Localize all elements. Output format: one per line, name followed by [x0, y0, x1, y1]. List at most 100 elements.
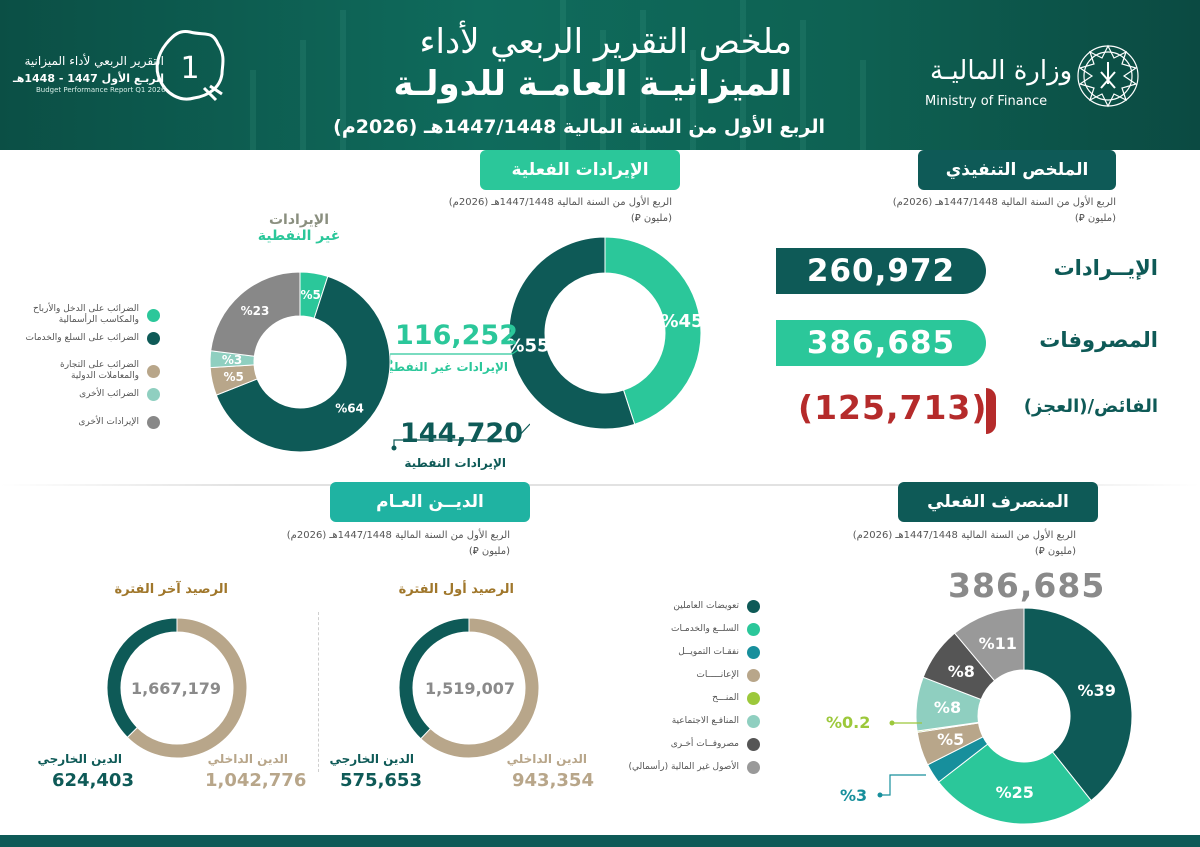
chart-slice: [937, 743, 1092, 825]
slice-label: %45: [660, 311, 703, 332]
footer-bar: [0, 835, 1200, 847]
legend-item: الضرائب الأخرى: [20, 388, 160, 401]
debt-end-domestic-label: الدين الداخلي: [207, 752, 288, 766]
debt-end-donut-chart: [106, 617, 248, 759]
debt-end-title: الرصيد آخر الفترة: [114, 582, 228, 597]
debt-start-total: 1,519,007: [424, 679, 516, 698]
page-title-line1: ملخص التقرير الربعي لأداء: [419, 22, 792, 62]
public-debt-period: الربع الأول من السنة المالية 1447/1448هـ…: [286, 530, 510, 557]
legend-item: الأصول غير المالية (رأسمالي): [600, 761, 760, 774]
legend-label: الأصول غير المالية (رأسمالي): [628, 762, 739, 772]
chart-slice: [398, 617, 470, 740]
report-name-en: Budget Performance Report Q1 2026: [36, 86, 166, 94]
chart-slice: [1023, 608, 1133, 802]
revenues-label: الإيــرادات: [1053, 256, 1158, 280]
page-subtitle: الربع الأول من السنة المالية 1447/1448هـ…: [333, 116, 825, 138]
legend-item: السلــع والخدمـات: [600, 623, 760, 636]
non-oil-revenues-label: الإيرادات غير النفطية: [381, 360, 508, 374]
legend-label: الضرائب الأخرى: [79, 389, 139, 399]
slice-label: %64: [335, 402, 364, 416]
slice-label: %25: [996, 783, 1034, 802]
legend-label: مصروفــات أخـرى: [670, 739, 739, 749]
legend-swatch: [747, 692, 760, 705]
slice-label: %8: [934, 698, 961, 717]
debt-start-domestic-label: الدين الداخلي: [506, 752, 587, 766]
legend-label: المنـــح: [712, 693, 739, 703]
debt-divider: [318, 612, 319, 772]
balance-value: (125,713): [798, 388, 988, 427]
actual-revenues-title: الإيرادات الفعلية: [480, 150, 680, 190]
legend-swatch: [747, 761, 760, 774]
slice-label: %5: [223, 370, 243, 384]
debt-start-external-label: الدين الخارجي: [329, 752, 414, 766]
ministry-emblem-icon: [1077, 44, 1139, 108]
oil-revenues-value: 144,720: [400, 418, 523, 449]
legend-swatch: [147, 308, 160, 322]
slice-label: %39: [1078, 681, 1116, 700]
slice-label: %23: [241, 304, 270, 318]
ministry-name-en: Ministry of Finance: [925, 94, 1048, 109]
debt-end-external-value: 624,403: [52, 770, 134, 791]
legend-swatch: [747, 669, 760, 682]
actual-revenues-period: الربع الأول من السنة المالية 1447/1448هـ…: [448, 197, 672, 224]
public-debt-title: الديــن العـام: [330, 482, 530, 522]
slice-label: %11: [979, 634, 1017, 653]
legend-item: الضرائب على الدخل والأرباح والمكاسب الرأ…: [20, 304, 160, 326]
legend-label: الإيرادات الأخرى: [78, 417, 139, 427]
legend-item: الضرائب على التجارة والمعاملات الدولية: [20, 360, 160, 382]
legend-item: نفقـات التمويــل: [600, 646, 760, 659]
non-oil-chart-title: الإيرادات غير النفطية: [257, 212, 341, 244]
slice-label: %5: [300, 288, 320, 302]
debt-start-title: الرصيد أول الفترة: [398, 582, 514, 597]
expenditures-label: المصروفات: [1039, 328, 1158, 352]
revenue-connector-lines: [387, 349, 530, 451]
chart-slice: [215, 275, 391, 453]
legend-label: الضرائب على الدخل والأرباح والمكاسب الرأ…: [32, 304, 139, 325]
expenditure-donut-chart: %39%25%5%8%8%11: [915, 608, 1133, 825]
legend-label: الضرائب على التجارة والمعاملات الدولية: [59, 360, 139, 381]
section-separator: [0, 484, 1200, 486]
legend-swatch: [747, 646, 760, 659]
actual-expenditure-total: 386,685: [948, 566, 1106, 605]
chart-slice: [106, 617, 178, 739]
debt-start-external-value: 575,653: [340, 770, 422, 791]
legend-swatch: [747, 715, 760, 728]
legend-swatch: [747, 600, 760, 613]
report-quarter-ar: الربـع الأول 1447 - 1448هـ: [12, 72, 164, 85]
executive-summary-title: الملخص التنفيذي: [918, 150, 1116, 190]
chart-slice: [604, 236, 702, 425]
balance-label: الفائض/(العجز): [1023, 396, 1158, 417]
legend-swatch: [747, 623, 760, 636]
ministry-name-ar: وزارة الماليـة: [930, 56, 1073, 86]
debt-start-donut-chart: [398, 617, 540, 759]
legend-label: تعويضات العاملين: [673, 601, 739, 611]
chart-slice: [508, 236, 636, 430]
legend-swatch: [747, 738, 760, 751]
non-oil-revenue-donut-chart: %5 %64 %5 %3 %23: [209, 271, 391, 453]
legend-label: السلــع والخدمـات: [671, 624, 739, 634]
actual-expenditure-title: المنصرف الفعلي: [898, 482, 1098, 522]
legend-swatch: [147, 388, 160, 401]
slice-label: %8: [948, 662, 975, 681]
slice-callout-label: %0.2: [826, 713, 871, 732]
legend-item: الضرائب على السلع والخدمات: [20, 332, 160, 345]
debt-end-domestic-value: 1,042,776: [205, 770, 307, 791]
legend-swatch: [147, 332, 160, 345]
executive-summary-period: الربع الأول من السنة المالية 1447/1448هـ…: [892, 197, 1116, 224]
legend-item: الإعانـــــات: [600, 669, 760, 682]
slice-callout-label: %3: [840, 786, 868, 805]
page-header: 1 التقرير الربعي لأداء الميزانية الربـع …: [0, 0, 1200, 150]
debt-start-domestic-value: 943,354: [512, 770, 594, 791]
oil-revenues-label: الإيرادات النفطية: [404, 456, 506, 470]
legend-item: المنـــح: [600, 692, 760, 705]
page-title-line2: الميزانيـة العامـة للدولـة: [393, 64, 792, 104]
slice-label: %3: [222, 353, 242, 367]
legend-label: نفقـات التمويــل: [678, 647, 739, 657]
revenue-donut-chart: %45%55: [506, 236, 704, 430]
legend-label: الضرائب على السلع والخدمات: [25, 333, 140, 343]
legend-swatch: [147, 416, 160, 429]
revenues-value: 260,972: [776, 248, 986, 294]
report-name-ar: التقرير الربعي لأداء الميزانية: [24, 54, 164, 68]
expenditure-callout-lines: [877, 720, 926, 798]
legend-item: المنافـع الاجتماعية: [600, 715, 760, 728]
